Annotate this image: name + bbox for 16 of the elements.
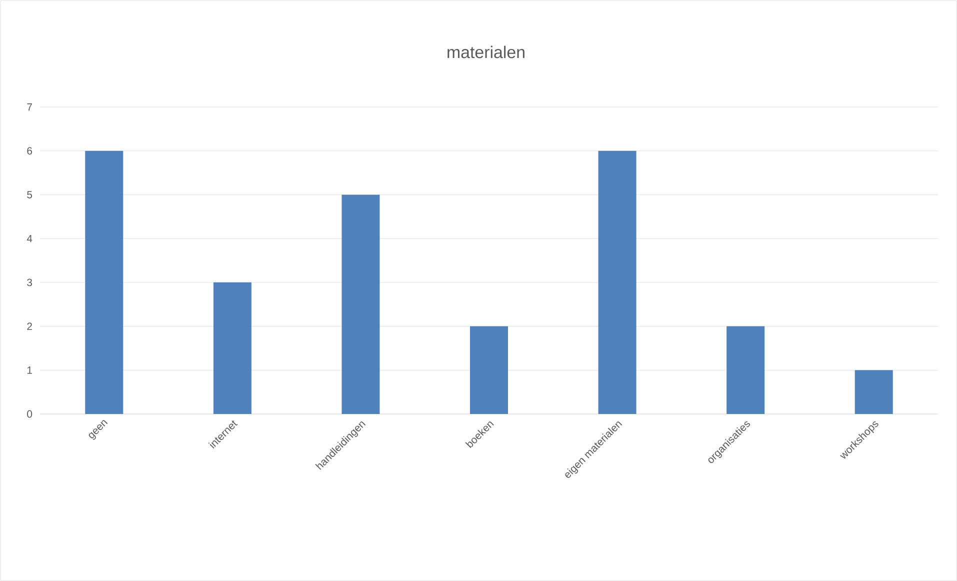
bar [213, 282, 252, 414]
y-tick-label: 2 [27, 322, 32, 330]
chart-title: materialen [448, 46, 524, 58]
bar [726, 326, 765, 414]
bar [342, 194, 380, 414]
bar [854, 370, 893, 414]
y-tick-label: 7 [27, 103, 32, 111]
bar [598, 150, 636, 414]
y-tick-label: 4 [26, 234, 32, 242]
y-tick-label: 6 [27, 147, 32, 155]
bar [85, 150, 124, 414]
y-tick-label: 5 [27, 191, 32, 198]
bar [470, 326, 508, 414]
y-tick-label: 1 [27, 366, 32, 374]
y-tick-label: 0 [27, 410, 32, 418]
y-tick-label: 3 [27, 278, 32, 286]
